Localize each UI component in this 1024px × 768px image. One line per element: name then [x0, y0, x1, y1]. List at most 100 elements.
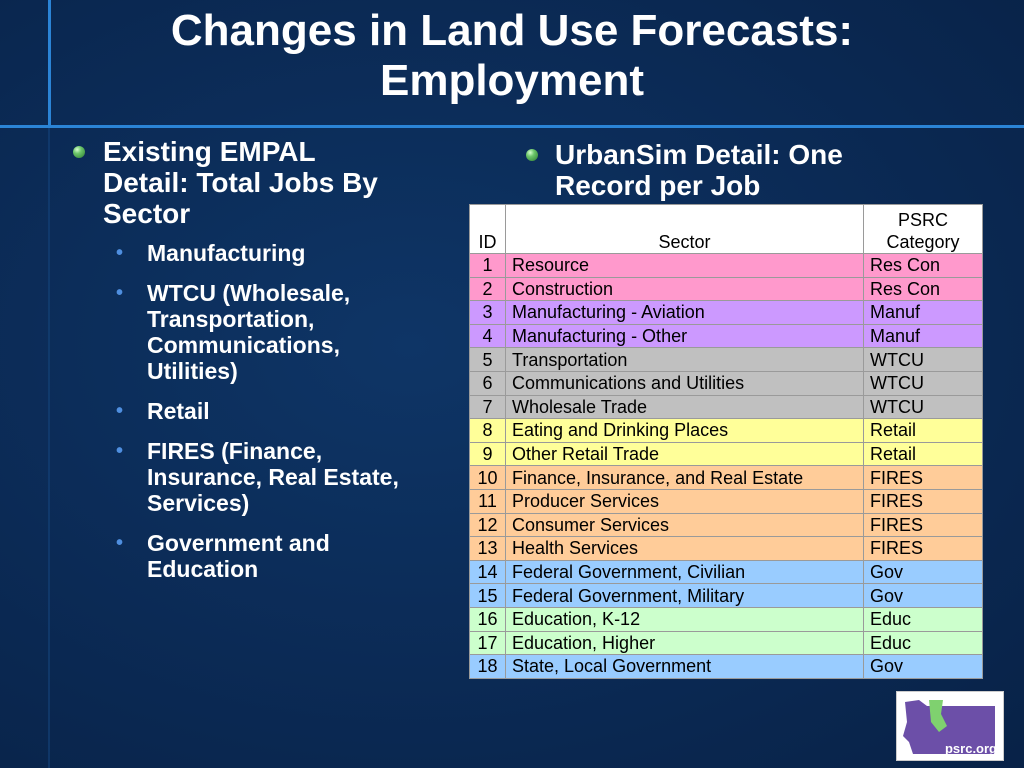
- slide-title-line1: Changes in Land Use Forecasts:: [170, 6, 854, 55]
- cell-id: 4: [469, 323, 506, 349]
- accent-vertical-line-faint: [48, 128, 50, 768]
- list-item-line: WTCU (Wholesale,: [147, 280, 351, 306]
- cell-id: 12: [469, 512, 506, 538]
- cell-category: FIRES: [863, 465, 983, 490]
- cell-category: FIRES: [863, 488, 983, 514]
- cell-category: Gov: [863, 583, 983, 608]
- table-row: 8 Eating and Drinking Places Retail: [469, 418, 983, 443]
- cell-id: 11: [469, 488, 506, 514]
- header-category-line1: PSRC: [897, 210, 948, 230]
- cell-id: 14: [469, 559, 506, 585]
- list-item-line: Manufacturing: [147, 240, 306, 266]
- list-item-wtcu: • WTCU (Wholesale, Transportation, Commu…: [116, 280, 446, 384]
- table-row: 14 Federal Government, Civilian Gov: [469, 559, 983, 585]
- bullet-dot-icon: •: [116, 440, 124, 462]
- cell-id: 18: [469, 654, 506, 679]
- cell-sector: Manufacturing - Aviation: [505, 300, 864, 325]
- cell-sector: Consumer Services: [505, 512, 864, 538]
- bullet-dot-icon: •: [116, 400, 124, 422]
- logo-text: psrc.org: [944, 741, 997, 756]
- cell-id: 13: [469, 536, 506, 561]
- cell-category: Educ: [863, 606, 983, 632]
- table-row: 16 Education, K-12 Educ: [469, 606, 983, 632]
- cell-category: Educ: [863, 630, 983, 656]
- table-body: 1 Resource Res Con 2 Construction Res Con 3 Man…: [469, 253, 983, 679]
- list-item-line: Education: [147, 556, 259, 582]
- header-category: PSRC Category: [863, 204, 983, 254]
- left-heading-line: Sector: [103, 198, 191, 229]
- cell-sector: Eating and Drinking Places: [505, 418, 864, 443]
- table-row: 9 Other Retail Trade Retail: [469, 441, 983, 467]
- left-heading-line: Existing EMPAL: [103, 136, 316, 167]
- accent-horizontal-line: [0, 125, 1024, 128]
- cell-category: WTCU: [863, 370, 983, 396]
- list-item-government: • Government and Education: [116, 530, 446, 582]
- cell-id: 9: [469, 441, 506, 467]
- cell-category: Retail: [863, 441, 983, 467]
- right-heading-line: UrbanSim Detail: One: [555, 139, 843, 170]
- cell-id: 7: [469, 394, 506, 420]
- slide-title-line2: Employment: [379, 56, 645, 105]
- table-row: 3 Manufacturing - Aviation Manuf: [469, 300, 983, 325]
- psrc-logo: psrc.org: [896, 691, 1004, 761]
- table-row: 12 Consumer Services FIRES: [469, 512, 983, 538]
- list-item-retail: • Retail: [116, 398, 446, 424]
- header-id: ID: [469, 204, 506, 254]
- list-item-line: Utilities): [147, 358, 238, 384]
- list-item-line: Communications,: [147, 332, 340, 358]
- table-row: 6 Communications and Utilities WTCU: [469, 370, 983, 396]
- table-row: 2 Construction Res Con: [469, 276, 983, 302]
- cell-sector: Other Retail Trade: [505, 441, 864, 467]
- cell-category: FIRES: [863, 512, 983, 538]
- cell-id: 3: [469, 300, 506, 325]
- cell-category: Res Con: [863, 253, 983, 278]
- list-item-fires: • FIRES (Finance, Insurance, Real Estate…: [116, 438, 446, 516]
- sector-table: ID Sector PSRC Category 1 Resource Res Con…: [469, 204, 983, 679]
- sector-list: • Manufacturing • WTCU (Wholesale, Trans…: [116, 240, 446, 596]
- cell-category: Gov: [863, 654, 983, 679]
- cell-sector: Manufacturing - Other: [505, 323, 864, 349]
- table-row: 1 Resource Res Con: [469, 253, 983, 278]
- table-row: 17 Education, Higher Educ: [469, 630, 983, 656]
- cell-id: 8: [469, 418, 506, 443]
- cell-sector: Construction: [505, 276, 864, 302]
- green-bullet-icon: [526, 149, 538, 161]
- cell-id: 2: [469, 276, 506, 302]
- list-item-line: Transportation,: [147, 306, 315, 332]
- bullet-dot-icon: •: [116, 282, 124, 304]
- table-row: 13 Health Services FIRES: [469, 536, 983, 561]
- list-item-line: Government and: [147, 530, 330, 556]
- header-category-line2: Category: [886, 232, 960, 252]
- list-item-line: Insurance, Real Estate,: [147, 464, 399, 490]
- cell-category: Manuf: [863, 323, 983, 349]
- left-heading: Existing EMPAL Detail: Total Jobs By Sec…: [103, 136, 443, 229]
- cell-id: 10: [469, 465, 506, 490]
- cell-id: 15: [469, 583, 506, 608]
- cell-id: 6: [469, 370, 506, 396]
- right-heading: UrbanSim Detail: One Record per Job: [555, 139, 955, 201]
- cell-sector: Transportation: [505, 347, 864, 372]
- list-item-line: Services): [147, 490, 250, 516]
- table-header-row: ID Sector PSRC Category: [469, 204, 983, 254]
- cell-sector: Federal Government, Military: [505, 583, 864, 608]
- cell-category: FIRES: [863, 536, 983, 561]
- cell-sector: Finance, Insurance, and Real Estate: [505, 465, 864, 490]
- accent-vertical-line: [48, 0, 51, 125]
- cell-category: Retail: [863, 418, 983, 443]
- header-sector: Sector: [505, 204, 864, 254]
- right-heading-line: Record per Job: [555, 170, 761, 201]
- cell-sector: Federal Government, Civilian: [505, 559, 864, 585]
- cell-sector: Resource: [505, 253, 864, 278]
- bullet-dot-icon: •: [116, 532, 124, 554]
- cell-category: Manuf: [863, 300, 983, 325]
- cell-sector: Communications and Utilities: [505, 370, 864, 396]
- cell-id: 5: [469, 347, 506, 372]
- table-row: 7 Wholesale Trade WTCU: [469, 394, 983, 420]
- table-row: 18 State, Local Government Gov: [469, 654, 983, 679]
- table-row: 11 Producer Services FIRES: [469, 488, 983, 514]
- left-heading-line: Detail: Total Jobs By: [103, 167, 378, 198]
- table-row: 4 Manufacturing - Other Manuf: [469, 323, 983, 349]
- table-row: 5 Transportation WTCU: [469, 347, 983, 372]
- cell-sector: Education, K-12: [505, 606, 864, 632]
- list-item-manufacturing: • Manufacturing: [116, 240, 446, 266]
